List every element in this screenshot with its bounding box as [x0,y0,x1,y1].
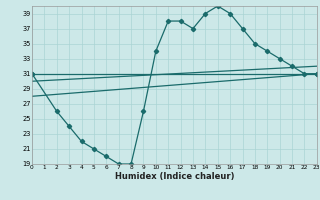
X-axis label: Humidex (Indice chaleur): Humidex (Indice chaleur) [115,172,234,181]
